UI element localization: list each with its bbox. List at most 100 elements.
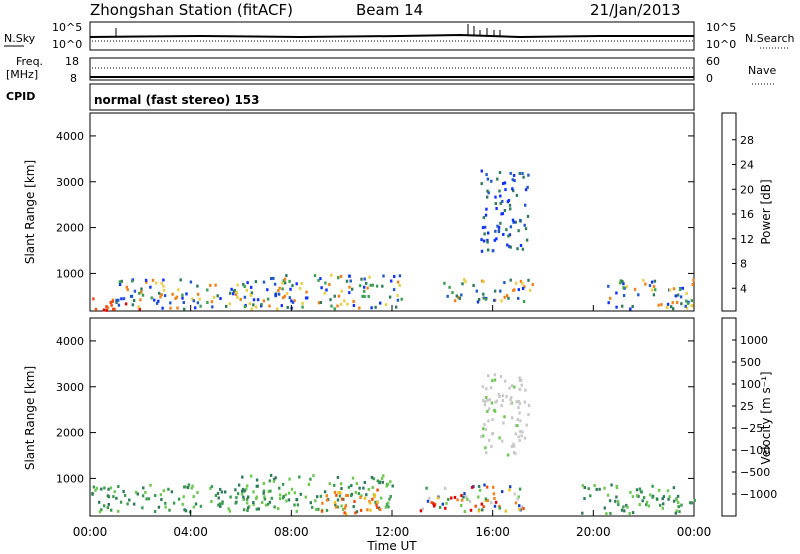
data-cell	[485, 173, 488, 177]
data-cell	[365, 493, 368, 497]
data-cell	[168, 508, 171, 512]
data-cell	[485, 451, 488, 455]
data-cell	[265, 503, 268, 507]
data-cell	[237, 483, 241, 487]
data-cell	[263, 497, 267, 501]
data-cell	[333, 294, 336, 298]
data-cell	[460, 293, 463, 297]
data-cell	[352, 505, 355, 509]
nsearch-tick-top: 10^5	[706, 21, 736, 34]
data-cell	[666, 489, 670, 493]
data-cell	[493, 373, 497, 377]
data-cell	[499, 289, 502, 293]
data-cell	[149, 285, 152, 289]
data-cell	[291, 300, 295, 304]
data-cell	[262, 481, 265, 485]
data-cell	[460, 504, 463, 507]
y-tick-label: 3000	[56, 176, 84, 189]
data-cell	[491, 418, 494, 422]
data-cell	[486, 398, 489, 402]
data-cell	[503, 415, 506, 419]
data-cell	[486, 409, 489, 413]
data-cell	[494, 195, 497, 199]
data-cell	[512, 174, 516, 177]
data-cell	[374, 305, 377, 309]
data-cell	[433, 502, 437, 506]
data-cell	[456, 498, 459, 502]
data-cell	[111, 300, 114, 303]
data-cell	[160, 498, 163, 501]
nsky-tick-top: 10^5	[52, 21, 82, 34]
data-cell	[293, 491, 296, 495]
data-cell	[105, 308, 108, 312]
data-cell	[317, 278, 320, 282]
data-cell	[480, 169, 483, 173]
data-cell	[349, 279, 352, 283]
nsearch-label: N.Search	[745, 32, 795, 45]
data-cell	[680, 503, 683, 507]
data-cell	[377, 506, 381, 510]
data-cell	[267, 489, 270, 493]
data-cell	[396, 298, 400, 302]
data-cell	[250, 474, 253, 478]
data-cell	[494, 229, 497, 233]
data-cell	[181, 502, 184, 506]
data-cell	[106, 306, 110, 310]
data-cell	[325, 498, 329, 502]
data-cell	[110, 508, 113, 512]
data-cell	[352, 304, 356, 307]
data-cell	[487, 374, 490, 378]
data-cell	[487, 191, 490, 195]
data-cell	[498, 506, 501, 510]
data-cell	[315, 508, 318, 511]
data-cell	[214, 283, 217, 287]
data-cell	[199, 304, 202, 308]
colorbar-tick-label: 16	[740, 208, 754, 221]
data-cell	[508, 488, 511, 492]
y-tick-label: 3000	[56, 381, 84, 394]
data-cell	[242, 495, 245, 499]
data-cell	[355, 510, 359, 514]
data-cell	[212, 295, 216, 299]
data-cell	[373, 493, 377, 497]
data-cell	[498, 436, 501, 440]
data-cell	[278, 486, 281, 490]
data-cell	[495, 207, 498, 210]
data-cell	[483, 232, 486, 236]
data-cell	[363, 289, 366, 293]
data-cell	[136, 492, 139, 496]
data-cell	[105, 305, 108, 309]
data-cell	[524, 188, 528, 192]
data-cell	[480, 238, 483, 242]
data-cell	[298, 286, 302, 290]
data-cell	[685, 306, 689, 310]
data-cell	[494, 400, 497, 404]
data-cell	[524, 203, 527, 207]
data-cell	[428, 496, 431, 500]
data-cell	[301, 301, 304, 305]
data-cell	[629, 307, 632, 311]
data-cell	[221, 500, 224, 504]
data-cell	[615, 495, 618, 499]
data-cell	[155, 301, 159, 305]
data-cell	[514, 281, 518, 285]
data-cell	[283, 281, 287, 285]
data-cell	[126, 288, 129, 292]
data-cell	[162, 278, 165, 282]
data-cell	[323, 490, 327, 494]
data-cell	[278, 493, 282, 497]
data-cell	[385, 484, 388, 488]
data-cell	[522, 175, 525, 179]
data-cell	[639, 490, 643, 494]
data-cell	[441, 502, 444, 506]
data-cell	[633, 287, 637, 291]
data-cell	[514, 501, 518, 505]
data-cell	[243, 285, 246, 288]
data-cell	[391, 484, 394, 488]
data-cell	[277, 289, 280, 293]
data-cell	[162, 284, 165, 288]
data-cell	[117, 303, 121, 307]
data-cell	[484, 499, 487, 503]
data-cell	[650, 288, 654, 292]
data-cell	[103, 504, 106, 508]
